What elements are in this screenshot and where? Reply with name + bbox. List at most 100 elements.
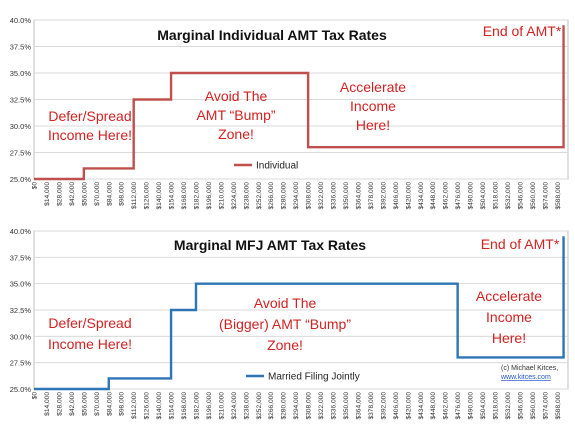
individual-chart-title: Marginal Individual AMT Tax Rates: [157, 27, 387, 43]
mfj-x-tick-label: $294,000: [293, 392, 300, 420]
individual-x-tick-label: $392,000: [380, 182, 387, 210]
mfj-annotation-text: (Bigger) AMT “Bump”: [219, 316, 351, 332]
mfj-x-tick-label: $532,000: [505, 392, 512, 420]
mfj-x-tick-label: $364,000: [355, 392, 362, 420]
individual-x-tick-label: $70,000: [94, 182, 101, 206]
individual-annotation-text: Accelerate: [340, 79, 406, 95]
mfj-x-tick-label: $98,000: [119, 392, 126, 416]
individual-x-tick-label: $378,000: [368, 182, 375, 210]
mfj-x-tick-label: $588,000: [555, 392, 562, 420]
individual-y-tick-label: 32.5%: [10, 96, 32, 105]
mfj-x-tick-label: $308,000: [306, 392, 313, 420]
mfj-x-tick-label: $462,000: [443, 392, 450, 420]
mfj-x-tick-label: $70,000: [94, 392, 101, 416]
individual-x-tick-label: $14,000: [44, 182, 51, 206]
mfj-x-tick-label: $518,000: [493, 392, 500, 420]
mfj-x-tick-label: $378,000: [368, 392, 375, 420]
mfj-x-tick-label: $406,000: [393, 392, 400, 420]
individual-x-tick-label: $490,000: [468, 182, 475, 210]
individual-x-tick-label: $196,000: [206, 182, 213, 210]
mfj-annotation-text: Avoid The: [254, 295, 317, 311]
individual-annotation-text: End of AMT*: [483, 23, 562, 39]
mfj-y-tick-label: 40.0%: [10, 227, 32, 236]
individual-y-tick-label: 40.0%: [10, 16, 32, 25]
mfj-annotation-text: Defer/Spread: [48, 315, 131, 331]
individual-legend-label: Individual: [256, 161, 298, 172]
individual-y-tick-label: 30.0%: [10, 122, 32, 131]
individual-x-tick-label: $42,000: [69, 182, 76, 206]
individual-x-tick-label: $294,000: [293, 182, 300, 210]
individual-y-tick-label: 37.5%: [10, 43, 32, 52]
individual-x-tick-label: $420,000: [405, 182, 412, 210]
individual-x-tick-label: $182,000: [193, 182, 200, 210]
mfj-x-tick-label: $56,000: [81, 392, 88, 416]
individual-annotation-text: Income Here!: [48, 127, 132, 143]
individual-x-tick-label: $546,000: [517, 182, 524, 210]
individual-x-tick-label: $84,000: [106, 182, 113, 206]
mfj-x-tick-label: $280,000: [281, 392, 288, 420]
individual-x-tick-label: $112,000: [131, 182, 138, 209]
mfj-y-tick-label: 27.5%: [10, 359, 32, 368]
individual-x-tick-label: $532,000: [505, 182, 512, 210]
mfj-y-tick-label: 37.5%: [10, 253, 32, 262]
mfj-series-line: [34, 236, 565, 391]
mfj-x-tick-label: $434,000: [418, 392, 425, 420]
individual-x-tick-label: $280,000: [281, 182, 288, 210]
mfj-annotation-text: Zone!: [267, 337, 303, 353]
mfj-x-tick-label: $504,000: [480, 392, 487, 420]
mfj-annotation-text: Accelerate: [476, 288, 542, 304]
mfj-x-tick-label: $112,000: [131, 392, 138, 419]
mfj-x-tick-label: $350,000: [343, 392, 350, 420]
mfj-x-tick-label: $0: [32, 392, 39, 400]
individual-x-tick-label: $518,000: [493, 182, 500, 210]
mfj-annotation-text: Income: [486, 309, 532, 325]
individual-x-tick-label: $266,000: [268, 182, 275, 210]
individual-x-tick-label: $308,000: [306, 182, 313, 210]
individual-annotation-text: Income: [350, 98, 396, 114]
mfj-chart-title: Marginal MFJ AMT Tax Rates: [174, 237, 366, 253]
individual-amt-chart: 25.0% 27.5% 30.0% 32.5% 35.0% 37.5% 40.0% $0 $14…: [10, 16, 569, 210]
individual-x-tick-label: $126,000: [144, 182, 151, 210]
individual-x-tick-label: $56,000: [81, 182, 88, 206]
mfj-x-tick-label: $126,000: [144, 392, 151, 420]
mfj-y-tick-label: 30.0%: [10, 332, 32, 341]
mfj-y-tick-label: 25.0%: [10, 385, 32, 394]
individual-y-tick-label: 25.0%: [10, 175, 32, 184]
individual-x-tick-label: $252,000: [256, 182, 263, 210]
mfj-x-tick-label: $420,000: [405, 392, 412, 420]
mfj-x-tick-label: $168,000: [181, 392, 188, 420]
individual-x-tick-label: $462,000: [443, 182, 450, 210]
individual-x-tick-label: $168,000: [181, 182, 188, 210]
individual-y-tick-label: 27.5%: [10, 149, 32, 158]
mfj-x-tick-label: $224,000: [231, 392, 238, 420]
mfj-x-tick-label: $476,000: [455, 392, 462, 420]
mfj-x-tick-label: $336,000: [331, 392, 338, 420]
mfj-x-tick-label: $28,000: [56, 392, 63, 416]
mfj-annotation-text: Here!: [492, 330, 526, 346]
individual-annotation-text: Zone!: [218, 126, 254, 142]
individual-y-tick-label: 35.0%: [10, 69, 32, 78]
individual-x-tick-label: $476,000: [455, 182, 462, 210]
mfj-annotation-text: End of AMT*: [481, 236, 560, 252]
mfj-x-tick-label: $14,000: [44, 392, 51, 416]
individual-x-tick-label: $448,000: [430, 182, 437, 210]
individual-x-tick-label: $140,000: [156, 182, 163, 210]
individual-annotation-text: AMT “Bump”: [196, 107, 275, 123]
individual-x-tick-label: $154,000: [169, 182, 176, 210]
mfj-x-tick-label: $560,000: [530, 392, 537, 420]
individual-x-tick-label: $560,000: [530, 182, 537, 210]
mfj-x-tick-label: $182,000: [193, 392, 200, 420]
individual-x-tick-label: $210,000: [218, 182, 225, 210]
mfj-x-tick-label: $574,000: [542, 392, 549, 420]
mfj-x-tick-label: $238,000: [243, 392, 250, 420]
mfj-x-tick-label: $490,000: [468, 392, 475, 420]
mfj-x-tick-label: $448,000: [430, 392, 437, 420]
individual-x-tick-label: $504,000: [480, 182, 487, 210]
mfj-y-tick-label: 35.0%: [10, 280, 32, 289]
credit-link[interactable]: www.kitces.com: [500, 374, 551, 381]
individual-x-tick-label: $28,000: [56, 182, 63, 206]
individual-x-tick-label: $574,000: [542, 182, 549, 210]
individual-x-tick-label: $588,000: [555, 182, 562, 210]
individual-x-tick-label: $336,000: [331, 182, 338, 210]
mfj-amt-chart: 25.0% 27.5% 30.0% 32.5% 35.0% 37.5% 40.0% $0 $14…: [10, 227, 569, 420]
